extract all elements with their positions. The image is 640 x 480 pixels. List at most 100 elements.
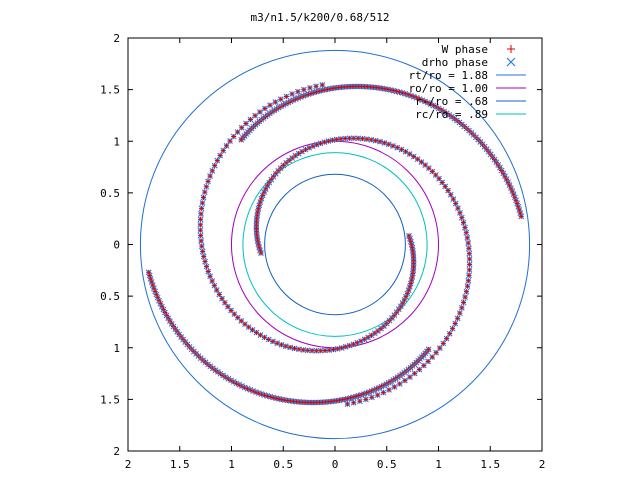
w-phase-point xyxy=(222,300,228,306)
w-phase-point xyxy=(325,138,331,144)
w-phase-point xyxy=(319,82,325,88)
w-phase-point xyxy=(330,137,336,143)
x-tick-label: 0 xyxy=(332,458,339,471)
w-phase-point xyxy=(364,136,370,142)
y-axis-ticks: 2 1.5 1 0.5 0 0.5 1 1.5 2 xyxy=(100,32,542,458)
w-phase-point xyxy=(397,381,403,387)
w-phase-point xyxy=(201,254,207,260)
w-phase-point xyxy=(437,345,443,351)
w-phase-point xyxy=(243,121,249,127)
w-phase-point xyxy=(197,222,203,228)
w-phase-point xyxy=(380,390,386,396)
w-phase-point xyxy=(273,171,279,177)
w-phase-point xyxy=(204,264,210,270)
w-phase-point xyxy=(463,230,469,236)
w-phase-point xyxy=(246,324,252,330)
w-phase-point xyxy=(198,233,204,239)
w-phase-point xyxy=(377,139,383,145)
w-phase-point xyxy=(391,384,397,390)
w-phase-point xyxy=(305,347,311,353)
w-phase-point xyxy=(205,178,211,184)
w-phase-point xyxy=(407,374,413,380)
w-phase-point xyxy=(343,344,349,350)
w-phase-point xyxy=(373,138,379,144)
y-tick-label: 0 xyxy=(113,239,120,252)
w-phase-point xyxy=(296,346,302,352)
x-tick-label: 1.5 xyxy=(480,458,500,471)
w-phase-point xyxy=(409,274,415,280)
w-phase-point xyxy=(262,106,268,112)
legend-swatch-plus xyxy=(507,45,515,53)
w-phase-point xyxy=(257,109,263,115)
w-phase-point xyxy=(211,283,217,289)
w-phase-point xyxy=(375,328,381,334)
w-phase-point xyxy=(453,201,459,207)
w-phase-point xyxy=(351,135,357,141)
w-phase-point xyxy=(445,188,451,194)
w-phase-point xyxy=(287,344,293,350)
w-phase-point xyxy=(283,93,289,99)
x-tick-label: 2 xyxy=(125,458,132,471)
w-phase-point xyxy=(292,345,298,351)
w-phase-point xyxy=(278,96,284,102)
w-phase-point xyxy=(410,248,416,254)
w-phase-point xyxy=(465,240,471,246)
w-phase-point xyxy=(214,158,220,164)
w-phase-point xyxy=(386,387,392,393)
w-phase-point xyxy=(368,137,374,143)
w-phase-point xyxy=(199,205,205,211)
w-phase-point xyxy=(466,272,472,278)
w-phase-point xyxy=(313,83,319,89)
w-phase-point xyxy=(416,367,422,373)
y-tick-label: 0.5 xyxy=(100,290,120,303)
w-phase-point xyxy=(203,184,209,190)
w-phase-point xyxy=(272,99,278,105)
w-phase-point xyxy=(462,225,468,231)
w-phase-point xyxy=(317,140,323,146)
w-phase-point xyxy=(198,238,204,244)
w-phase-point xyxy=(402,378,408,384)
w-phase-point xyxy=(369,394,375,400)
w-phase-point xyxy=(422,162,428,168)
w-phase-point xyxy=(231,311,237,317)
w-phase-point xyxy=(467,256,473,262)
w-phase-point xyxy=(439,179,445,185)
w-phase-point xyxy=(198,216,204,222)
w-phase-point xyxy=(359,136,365,142)
w-phase-point xyxy=(335,346,341,352)
w-phase-point xyxy=(212,163,218,169)
w-phase-point xyxy=(227,138,233,144)
w-phase-point xyxy=(444,336,450,342)
chart-title: m3/n1.5/k200/0.68/512 xyxy=(250,11,389,24)
w-phase-point xyxy=(429,169,435,175)
w-phase-point xyxy=(455,315,461,321)
w-phase-point xyxy=(274,340,280,346)
w-phase-point xyxy=(412,370,418,376)
w-phase-point xyxy=(225,304,231,310)
circle-r-1-88 xyxy=(139,49,531,440)
w-phase-point xyxy=(466,251,472,257)
w-phase-point xyxy=(309,348,315,354)
w-phase-point xyxy=(289,155,295,161)
w-phase-point xyxy=(252,113,258,119)
w-phase-point xyxy=(391,312,397,318)
w-phase-point xyxy=(278,165,284,171)
y-tick-label: 2 xyxy=(113,445,120,458)
w-phase-point xyxy=(433,172,439,178)
w-phase-point xyxy=(238,137,244,143)
w-phase-point xyxy=(355,135,361,141)
w-phase-point xyxy=(381,140,387,146)
w-phase-point xyxy=(280,162,286,168)
w-phase-point xyxy=(436,176,442,182)
w-phase-point xyxy=(406,233,412,239)
w-phase-point xyxy=(464,235,470,241)
w-phase-point xyxy=(330,347,336,353)
w-phase-point xyxy=(459,215,465,221)
w-phase-point xyxy=(254,235,260,241)
w-phase-point xyxy=(205,269,211,275)
legend-label: ro/ro = 1.00 xyxy=(409,82,488,95)
w-phase-point xyxy=(465,283,471,289)
w-phase-point xyxy=(235,315,241,321)
w-phase-point xyxy=(326,347,332,353)
